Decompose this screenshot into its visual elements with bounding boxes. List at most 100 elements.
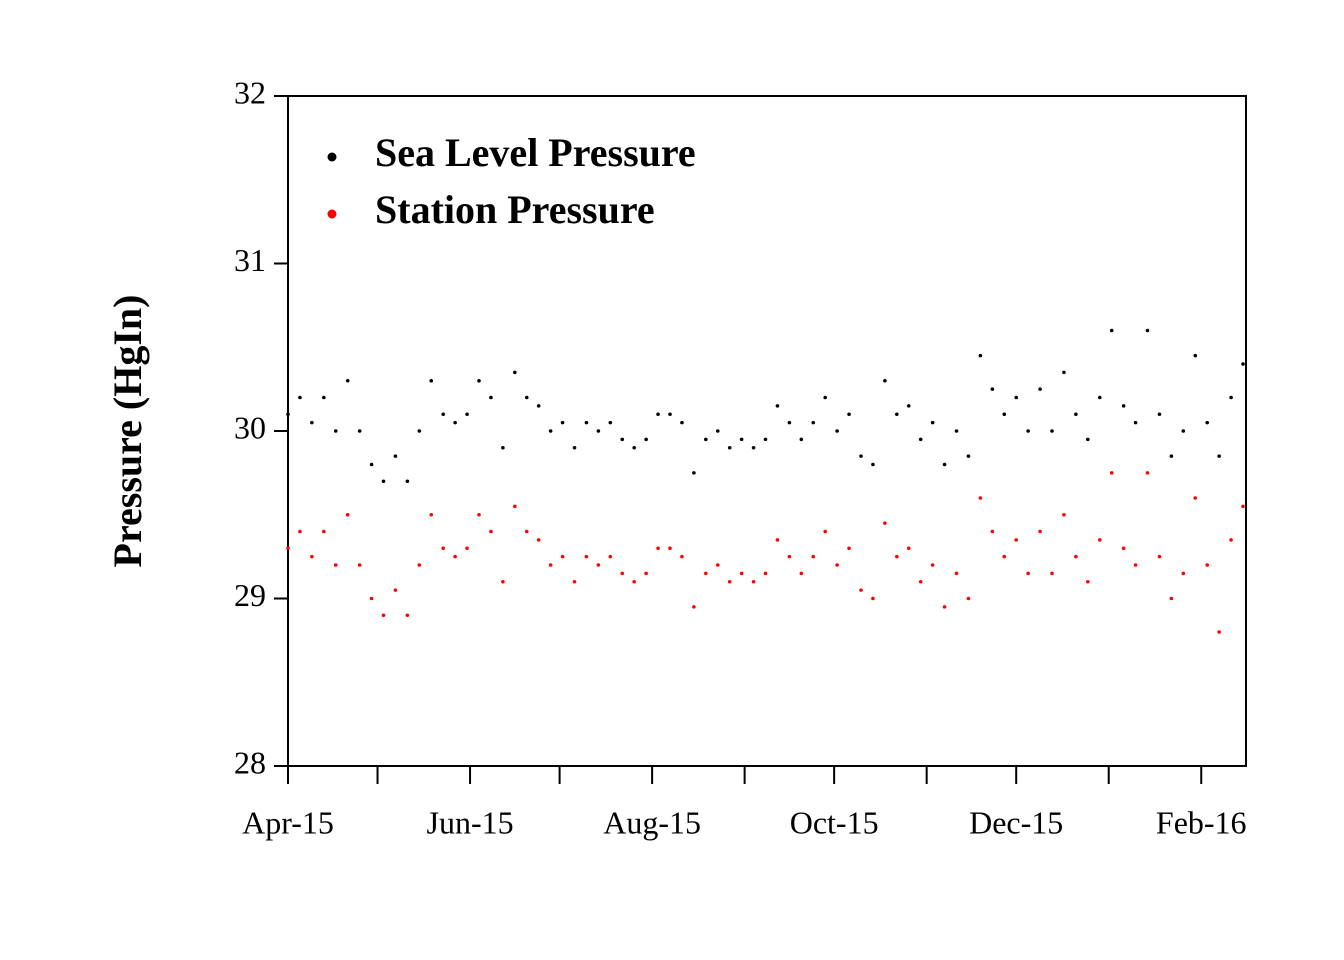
data-point bbox=[310, 554, 314, 559]
data-point bbox=[501, 579, 505, 584]
data-point bbox=[799, 437, 804, 442]
data-point bbox=[835, 429, 839, 433]
data-point bbox=[1050, 571, 1054, 576]
data-point bbox=[548, 563, 553, 567]
data-point bbox=[286, 546, 290, 551]
data-point bbox=[1014, 538, 1018, 542]
data-point bbox=[1121, 404, 1126, 408]
data-point bbox=[524, 529, 529, 534]
data-point bbox=[381, 479, 386, 484]
data-point bbox=[1169, 454, 1174, 458]
data-point bbox=[1097, 395, 1102, 400]
data-point bbox=[680, 554, 684, 559]
data-point bbox=[405, 479, 410, 484]
data-point bbox=[596, 563, 601, 567]
data-point bbox=[1229, 395, 1233, 400]
data-point bbox=[1097, 538, 1102, 542]
data-point bbox=[608, 554, 613, 559]
data-point bbox=[501, 445, 505, 450]
legend-label: Station Pressure bbox=[375, 187, 655, 232]
data-point bbox=[715, 429, 720, 433]
data-point bbox=[942, 462, 947, 467]
data-point bbox=[1038, 529, 1042, 534]
data-point bbox=[548, 429, 553, 433]
data-point bbox=[620, 571, 625, 576]
data-point bbox=[1133, 420, 1138, 425]
data-point bbox=[632, 445, 636, 450]
data-point bbox=[692, 605, 696, 609]
data-point bbox=[465, 546, 469, 551]
data-point bbox=[1121, 546, 1126, 551]
data-point bbox=[942, 605, 947, 609]
legend-marker bbox=[327, 152, 337, 162]
data-point bbox=[1109, 328, 1114, 333]
data-point bbox=[1133, 563, 1138, 567]
data-point bbox=[1181, 571, 1186, 576]
data-point bbox=[787, 554, 792, 559]
x-tick-label: Apr-15 bbox=[242, 804, 334, 840]
data-point bbox=[572, 579, 577, 584]
data-point bbox=[513, 504, 517, 509]
data-point bbox=[823, 529, 827, 534]
data-point bbox=[895, 554, 899, 559]
data-point bbox=[286, 412, 290, 417]
data-point bbox=[1145, 328, 1150, 333]
data-point bbox=[704, 437, 708, 442]
data-point bbox=[966, 596, 971, 601]
data-point bbox=[692, 471, 696, 475]
data-point bbox=[680, 420, 684, 425]
data-point bbox=[966, 454, 971, 458]
data-point bbox=[954, 429, 959, 433]
data-point bbox=[1062, 370, 1066, 375]
data-point bbox=[871, 596, 875, 601]
data-point bbox=[477, 512, 481, 517]
data-point bbox=[310, 420, 314, 425]
data-point bbox=[357, 563, 362, 567]
data-point bbox=[930, 563, 935, 567]
data-point bbox=[644, 571, 648, 576]
data-point bbox=[751, 579, 756, 584]
data-point bbox=[1038, 387, 1042, 391]
data-point bbox=[345, 512, 350, 517]
data-point bbox=[1157, 412, 1162, 417]
data-point bbox=[823, 395, 827, 400]
data-point bbox=[572, 445, 577, 450]
data-point bbox=[978, 496, 983, 500]
data-point bbox=[441, 412, 445, 417]
data-point bbox=[429, 512, 434, 517]
data-point bbox=[584, 420, 589, 425]
legend-label: Sea Level Pressure bbox=[375, 130, 696, 175]
x-tick-label: Dec-15 bbox=[969, 804, 1063, 840]
data-point bbox=[1241, 504, 1245, 509]
data-point bbox=[393, 588, 398, 592]
data-point bbox=[918, 579, 923, 584]
x-tick-label: Feb-16 bbox=[1156, 804, 1247, 840]
data-point bbox=[1002, 554, 1007, 559]
data-point bbox=[465, 412, 469, 417]
data-point bbox=[835, 563, 839, 567]
data-point bbox=[811, 420, 816, 425]
data-point bbox=[417, 563, 422, 567]
data-point bbox=[453, 554, 457, 559]
data-point bbox=[668, 412, 672, 417]
data-point bbox=[990, 529, 995, 534]
data-point bbox=[1217, 630, 1221, 634]
data-point bbox=[405, 613, 410, 618]
data-point bbox=[751, 445, 756, 450]
y-tick-label: 28 bbox=[234, 744, 266, 780]
data-point bbox=[1062, 512, 1066, 517]
data-point bbox=[1109, 471, 1114, 475]
data-point bbox=[632, 579, 636, 584]
data-point bbox=[895, 412, 899, 417]
data-point bbox=[369, 596, 374, 601]
data-point bbox=[1205, 420, 1210, 425]
data-point bbox=[1181, 429, 1186, 433]
data-point bbox=[1205, 563, 1210, 567]
data-point bbox=[1145, 471, 1150, 475]
data-point bbox=[656, 412, 660, 417]
data-point bbox=[1086, 437, 1090, 442]
y-tick-label: 29 bbox=[234, 577, 266, 613]
data-point bbox=[489, 529, 493, 534]
data-point bbox=[871, 462, 875, 467]
